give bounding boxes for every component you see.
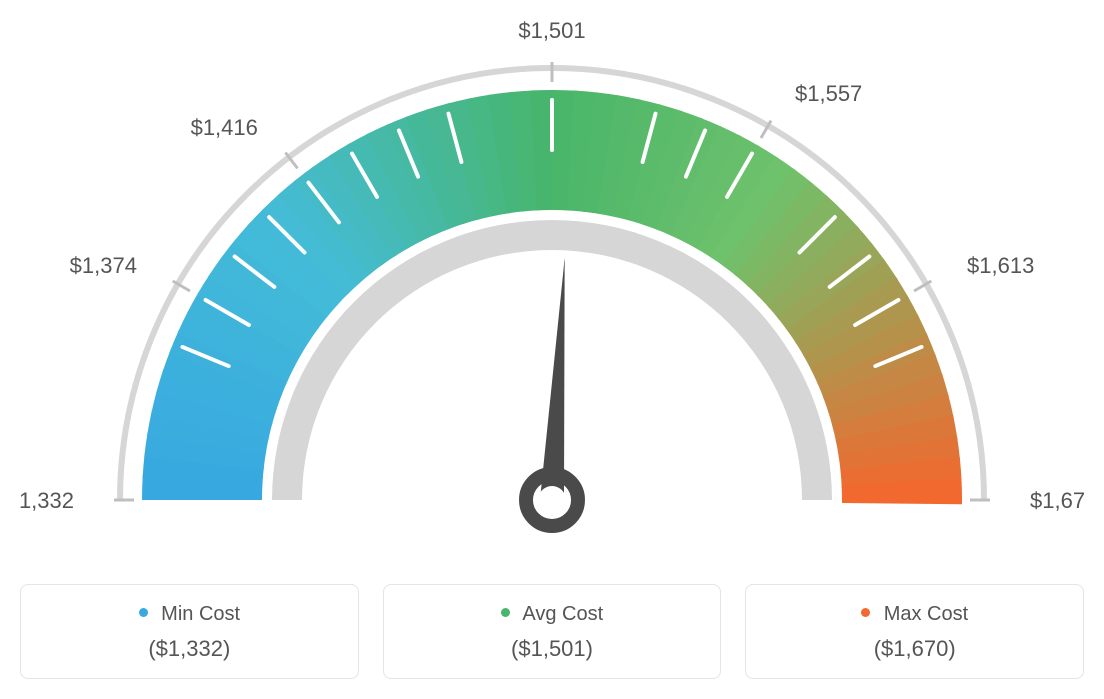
avg-cost-value: ($1,501) xyxy=(394,636,711,662)
gauge-chart: $1,332 $1,374 $1,416 $1,501 $1,557 $1,613 $1,6… xyxy=(20,20,1084,560)
avg-dot-icon xyxy=(501,608,510,617)
cost-cards: Min Cost ($1,332) Avg Cost ($1,501) Max … xyxy=(20,584,1084,679)
avg-cost-label-row: Avg Cost xyxy=(394,603,711,626)
svg-text:$1,374: $1,374 xyxy=(70,253,137,278)
min-cost-value: ($1,332) xyxy=(31,636,348,662)
svg-text:$1,501: $1,501 xyxy=(518,20,585,43)
min-cost-card: Min Cost ($1,332) xyxy=(20,584,359,679)
avg-cost-label: Avg Cost xyxy=(522,603,603,625)
min-cost-label-row: Min Cost xyxy=(31,603,348,626)
max-cost-label-row: Max Cost xyxy=(756,603,1073,626)
svg-text:$1,613: $1,613 xyxy=(967,253,1034,278)
svg-text:$1,557: $1,557 xyxy=(795,81,862,106)
max-dot-icon xyxy=(861,608,870,617)
gauge-svg: $1,332 $1,374 $1,416 $1,501 $1,557 $1,613 $1,6… xyxy=(20,20,1084,560)
max-cost-label: Max Cost xyxy=(884,603,968,625)
min-dot-icon xyxy=(139,608,148,617)
avg-cost-card: Avg Cost ($1,501) xyxy=(383,584,722,679)
svg-text:$1,670: $1,670 xyxy=(1030,488,1084,513)
min-cost-label: Min Cost xyxy=(161,603,240,625)
svg-text:$1,332: $1,332 xyxy=(20,488,74,513)
svg-text:$1,416: $1,416 xyxy=(191,115,258,140)
max-cost-value: ($1,670) xyxy=(756,636,1073,662)
max-cost-card: Max Cost ($1,670) xyxy=(745,584,1084,679)
